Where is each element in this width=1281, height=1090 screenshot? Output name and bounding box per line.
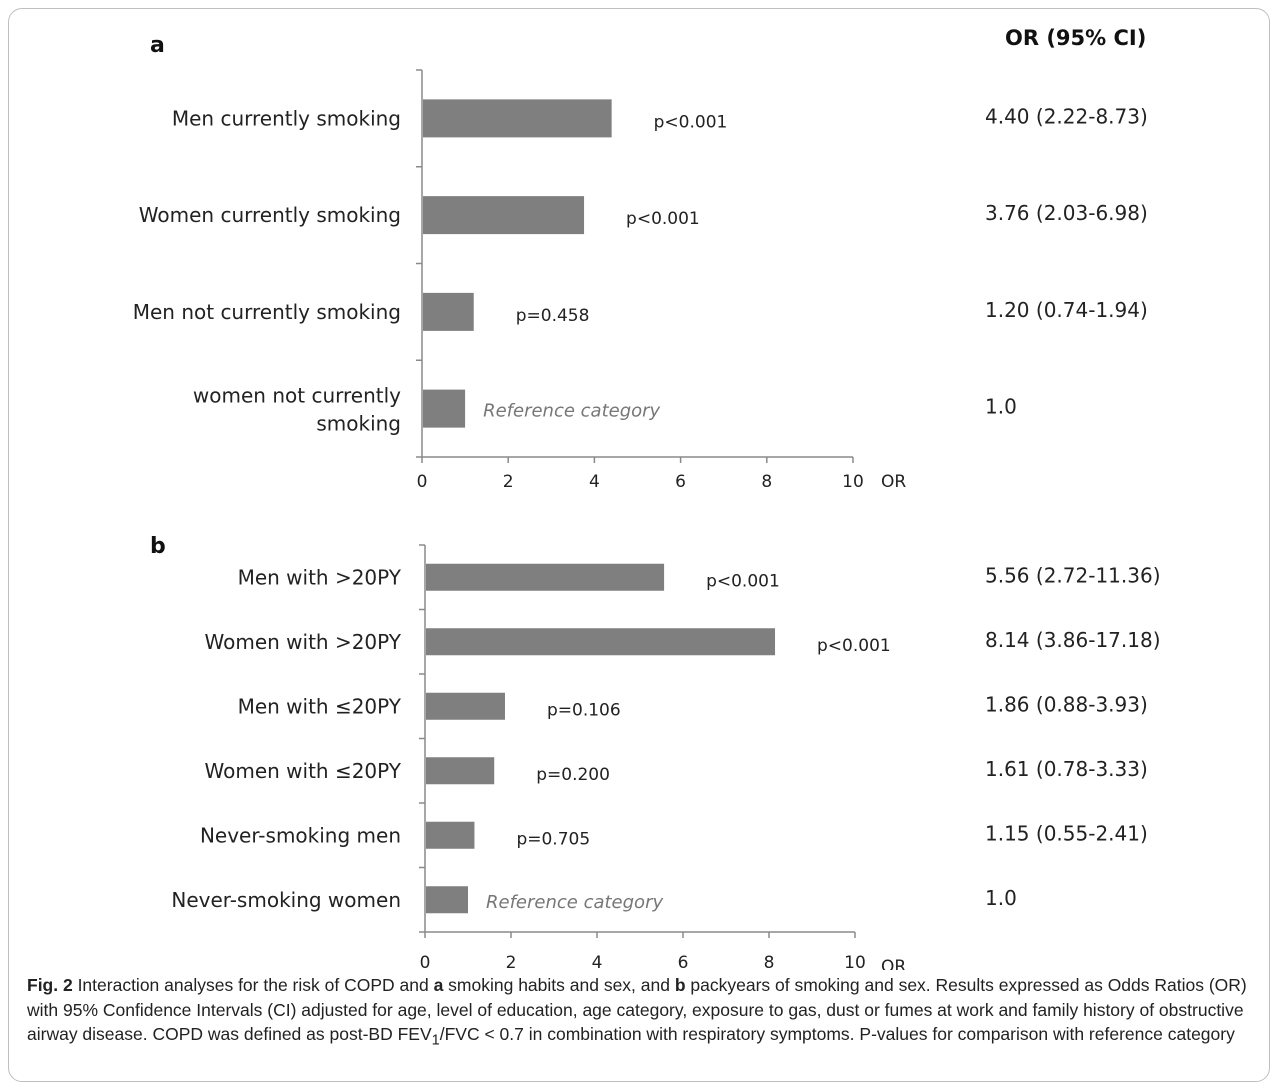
category-label-line: smoking: [316, 412, 401, 436]
caption-text-2: smoking habits and sex, and: [443, 975, 675, 995]
caption-fig-label: Fig. 2: [27, 975, 73, 995]
bar: [423, 99, 612, 138]
bar: [426, 821, 475, 849]
x-tick-label: 0: [420, 953, 431, 970]
or-ci-value: 3.76 (2.03-6.98): [985, 201, 1148, 225]
x-tick-label: 6: [675, 472, 686, 492]
bar: [426, 757, 495, 785]
x-axis-label: OR: [881, 957, 906, 970]
caption-text-3: packyears of smoking and sex. Results ex…: [27, 975, 1247, 1044]
x-tick-label: 4: [589, 472, 600, 492]
x-tick-label: 8: [764, 953, 775, 970]
p-value-label: p<0.001: [654, 112, 728, 132]
p-value-label: p=0.458: [516, 306, 590, 326]
bar: [426, 886, 468, 914]
x-tick-label: 8: [761, 472, 772, 492]
bar: [426, 628, 776, 656]
or-ci-value: 1.61 (0.78-3.33): [985, 757, 1148, 781]
bar: [426, 692, 505, 720]
x-tick-label: 10: [842, 472, 864, 492]
bar: [423, 389, 466, 428]
caption-text-4: /FVC < 0.7 in combination with respirato…: [439, 1024, 1235, 1044]
figure-frame: [8, 8, 1270, 1082]
category-label: Women with >20PY: [205, 630, 402, 654]
x-axis-label: OR: [881, 472, 906, 492]
caption-text-1: Interaction analyses for the risk of COP…: [72, 975, 434, 995]
reference-note: Reference category: [483, 401, 660, 422]
bar: [423, 292, 474, 331]
p-value-label: p=0.705: [516, 829, 590, 849]
or-ci-value: 5.56 (2.72-11.36): [985, 563, 1161, 587]
category-label-line: women not currently: [193, 384, 401, 408]
caption-subscript: 1: [431, 1032, 440, 1049]
panel-a: a 0 2 4 6 8 10 OR Men currently smoking p<0.001 4.…: [133, 33, 1148, 492]
x-tick-label: 6: [678, 953, 689, 970]
p-value-label: p=0.106: [547, 700, 621, 720]
or-ci-value: 1.0: [985, 395, 1017, 419]
x-tick-label: 4: [592, 953, 603, 970]
p-value-label: p<0.001: [817, 636, 891, 656]
category-label: Women with ≤20PY: [205, 759, 402, 783]
or-ci-value: 1.15 (0.55-2.41): [985, 821, 1148, 845]
bar: [426, 563, 665, 591]
category-label: Never-smoking men: [200, 823, 401, 847]
category-label: Men currently smoking: [172, 106, 401, 130]
or-ci-value: 4.40 (2.22-8.73): [985, 104, 1148, 128]
or-ci-value: 1.86 (0.88-3.93): [985, 692, 1148, 716]
p-value-label: p=0.200: [536, 765, 610, 785]
x-tick-label: 0: [417, 472, 428, 492]
p-value-label: p<0.001: [706, 571, 780, 591]
category-label: Men with >20PY: [238, 565, 402, 589]
x-tick-label: 10: [844, 953, 866, 970]
x-tick-label: 2: [503, 472, 514, 492]
or-ci-value: 1.20 (0.74-1.94): [985, 298, 1148, 322]
panel-letter: a: [150, 33, 165, 58]
category-label: Women currently smoking: [139, 203, 401, 227]
figure-caption: Fig. 2 Interaction analyses for the risk…: [27, 973, 1252, 1053]
panel-letter: b: [150, 534, 166, 559]
category-label: Men with ≤20PY: [238, 694, 402, 718]
caption-panel-b-ref: b: [674, 975, 686, 995]
category-label: women not currently smoking: [193, 384, 401, 436]
figure-chart: OR (95% CI) a 0 2 4 6 8 10 OR Men currently smok…: [133, 26, 1161, 970]
p-value-label: p<0.001: [626, 209, 700, 229]
or-ci-value: 8.14 (3.86-17.18): [985, 628, 1161, 652]
x-tick-label: 2: [506, 953, 517, 970]
reference-note: Reference category: [486, 892, 663, 913]
category-label: Never-smoking women: [171, 888, 401, 912]
caption-panel-a-ref: a: [433, 975, 444, 995]
or-ci-header: OR (95% CI): [1005, 26, 1146, 50]
bar: [423, 196, 585, 235]
or-ci-value: 1.0: [985, 886, 1017, 910]
category-label: Men not currently smoking: [133, 300, 401, 324]
panel-b: b 0 2 4 6 8 10 OR Men with >20PY p<0.001 5.56 (2.7…: [150, 534, 1161, 970]
